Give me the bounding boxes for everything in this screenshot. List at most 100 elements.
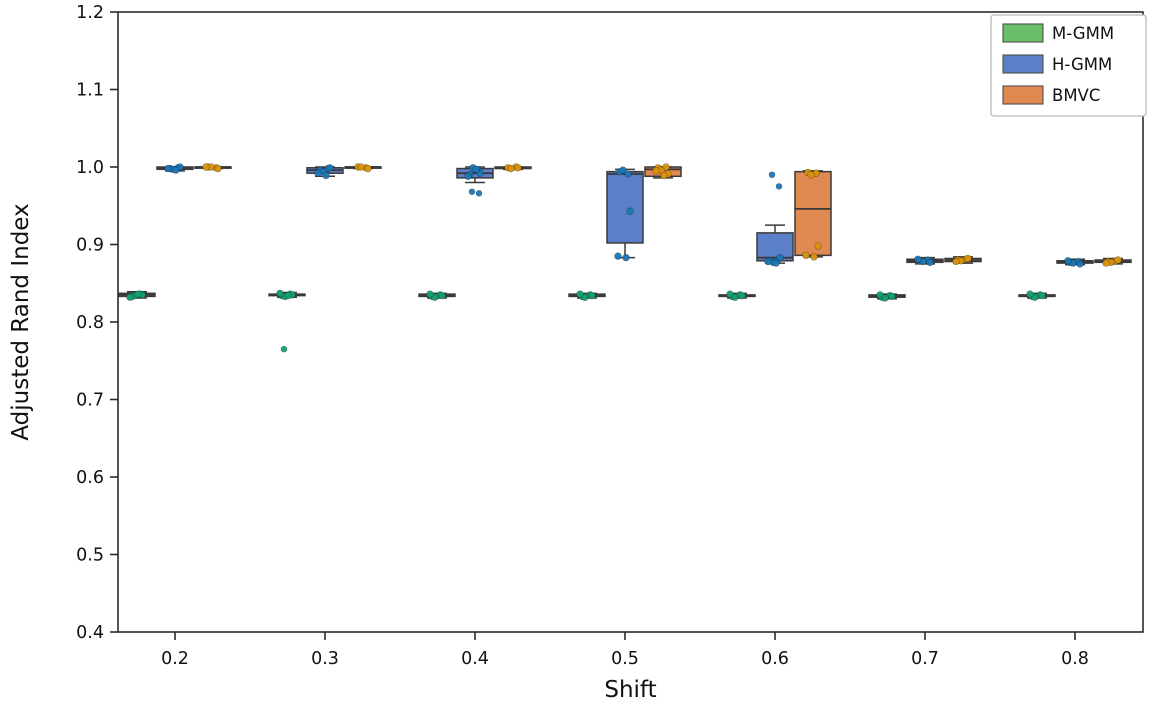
data-point [764, 257, 772, 266]
box-group-H-GMM-0.8 [1056, 257, 1094, 268]
box-group-H-GMM-0.6 [756, 171, 794, 267]
y-tick-label: 0.4 [76, 623, 104, 643]
data-point [464, 172, 472, 181]
y-tick-label: 1.1 [76, 81, 104, 101]
data-point [624, 170, 632, 178]
data-point [662, 163, 670, 171]
x-tick-label: 0.4 [461, 649, 489, 669]
outlier-point [768, 171, 776, 179]
x-tick-label: 0.2 [161, 649, 189, 669]
data-point [807, 171, 815, 179]
data-point [164, 164, 172, 173]
data-point [614, 252, 622, 260]
data-point [126, 293, 134, 301]
legend-swatch-BMVC [1002, 85, 1044, 105]
data-point [738, 291, 746, 300]
box-group-H-GMM-0.2 [156, 163, 194, 174]
data-point [952, 257, 960, 266]
data-point [276, 289, 284, 298]
box-group-M-GMM-0.7 [868, 291, 906, 302]
y-axis-title: Adjusted Rand Index [8, 203, 34, 440]
box-group-M-GMM-0.8 [1018, 290, 1056, 301]
data-point [776, 253, 784, 262]
x-axis-title: Shift [604, 677, 656, 703]
data-point [426, 290, 434, 298]
data-point [888, 292, 896, 301]
box-group-BMVC-0.7 [944, 254, 982, 266]
data-point [214, 164, 222, 173]
legend-swatch-H-GMM [1002, 54, 1044, 74]
data-point [772, 259, 780, 267]
data-point [660, 171, 668, 180]
y-tick-label: 0.7 [76, 391, 104, 411]
outlier-point [775, 183, 783, 190]
plot-frame [117, 11, 1144, 633]
box [794, 170, 832, 257]
data-point [926, 258, 934, 267]
data-point [588, 291, 596, 300]
box-group-BMVC-0.8 [1094, 256, 1132, 267]
data-point [619, 166, 627, 174]
data-point [810, 253, 818, 261]
data-point [172, 166, 180, 174]
x-tick-label: 0.5 [611, 649, 639, 669]
legend-label: BMVC [1052, 86, 1100, 105]
y-tick-label: 0.8 [76, 313, 104, 333]
data-point [202, 163, 210, 171]
box-group-BMVC-0.6 [794, 168, 832, 261]
data-point [507, 164, 515, 173]
data-point [1102, 259, 1110, 267]
box-group-M-GMM-0.4 [418, 290, 456, 301]
legend: M-GMM H-GMM BMVC [990, 14, 1147, 117]
data-point [322, 171, 330, 180]
box-group-H-GMM-0.7 [906, 255, 944, 267]
data-point [1031, 293, 1039, 301]
legend-label: M-GMM [1052, 24, 1114, 43]
x-axis: 0.2 0.3 0.4 0.5 0.6 0.7 0.8 [161, 632, 1089, 669]
data-point [326, 164, 334, 172]
outlier-point [468, 188, 476, 196]
data-point [314, 169, 322, 177]
box-group-M-GMM-0.2 [118, 290, 156, 301]
data-point [357, 163, 365, 171]
data-point [914, 255, 922, 263]
data-point [964, 254, 972, 263]
data-point [284, 291, 292, 300]
y-tick-label: 0.9 [76, 236, 104, 256]
box-group-M-GMM-0.6 [718, 290, 756, 301]
data-point [514, 164, 522, 172]
outlier-point [475, 190, 483, 197]
box-group-M-GMM-0.3 [268, 289, 306, 353]
data-point [1026, 290, 1034, 298]
data-point [731, 293, 739, 301]
data-point [622, 253, 630, 262]
y-tick-label: 0.6 [76, 468, 104, 488]
data-point [1114, 256, 1122, 264]
box-group-BMVC-0.2 [194, 163, 232, 173]
data-point [1038, 291, 1046, 300]
data-point [134, 290, 142, 298]
y-tick-label: 1.0 [76, 158, 104, 178]
data-point [814, 242, 822, 250]
data-point [652, 167, 660, 175]
data-point [881, 294, 889, 302]
x-tick-label: 0.8 [1061, 649, 1089, 669]
data-point [726, 290, 734, 298]
y-tick-label: 1.2 [76, 3, 104, 23]
data-point [472, 165, 480, 174]
data-point [581, 293, 589, 301]
data-point [626, 207, 634, 215]
data-point [1076, 260, 1084, 268]
box-group-M-GMM-0.5 [568, 290, 606, 301]
box-group-H-GMM-0.4 [456, 164, 494, 197]
data-point [431, 293, 439, 301]
outlier-point [280, 345, 288, 353]
data-point [1064, 257, 1072, 265]
x-tick-label: 0.7 [911, 649, 939, 669]
data-point [576, 290, 584, 298]
box [606, 170, 644, 244]
data-point [802, 251, 810, 260]
data-point [876, 291, 884, 299]
